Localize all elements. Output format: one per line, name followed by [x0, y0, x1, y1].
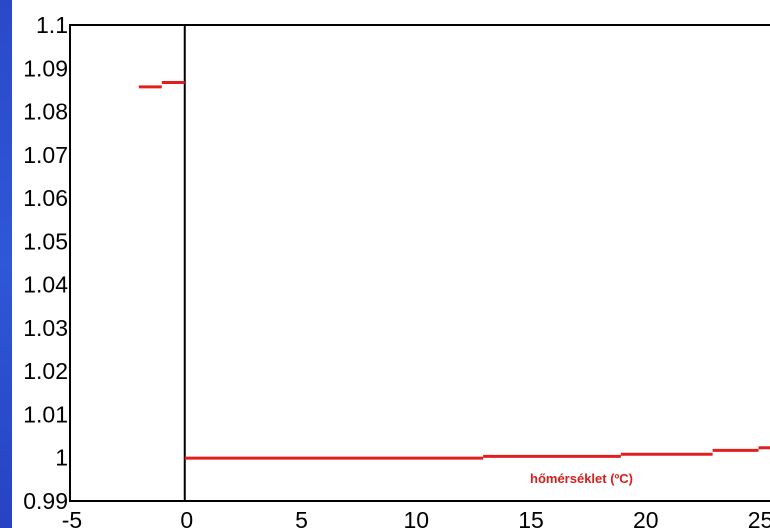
x-tick-label: 0 — [180, 507, 193, 528]
x-tick-label: -5 — [62, 507, 82, 528]
y-tick-label: 1.01 — [23, 401, 68, 427]
x-tick-label: 15 — [518, 507, 544, 528]
x-tick-label: 5 — [295, 507, 308, 528]
y-tick-label: 1.07 — [23, 142, 68, 168]
y-tick-label: 1.04 — [23, 272, 68, 298]
series-lines — [138, 81, 770, 460]
x-axis: -5 0 5 10 15 20 25 — [62, 507, 770, 528]
y-tick-label: 1.1 — [36, 12, 68, 38]
y-tick-label: 1.06 — [23, 185, 68, 211]
y-tick-label: 1 — [55, 445, 68, 471]
plot-frame — [69, 24, 770, 502]
y-tick-label: 1.05 — [23, 228, 68, 254]
y-tick-label: 1.09 — [23, 55, 68, 81]
y-tick-label: 1.02 — [23, 358, 68, 384]
x-tick-label: 10 — [403, 507, 429, 528]
slide-side-bar — [0, 0, 12, 528]
y-tick-label: 0.99 — [23, 488, 68, 514]
x-axis-label: hőmérséklet (ºC) — [530, 471, 633, 486]
y-axis: 0.99 1 1.01 1.02 1.03 1.04 1.05 1.06 1.07 1.08 1.0… — [23, 12, 68, 514]
x-tick-label: 20 — [633, 507, 659, 528]
y-tick-label: 1.08 — [23, 99, 68, 125]
x-tick-label: 25 — [748, 507, 770, 528]
y-tick-label: 1.03 — [23, 315, 68, 341]
